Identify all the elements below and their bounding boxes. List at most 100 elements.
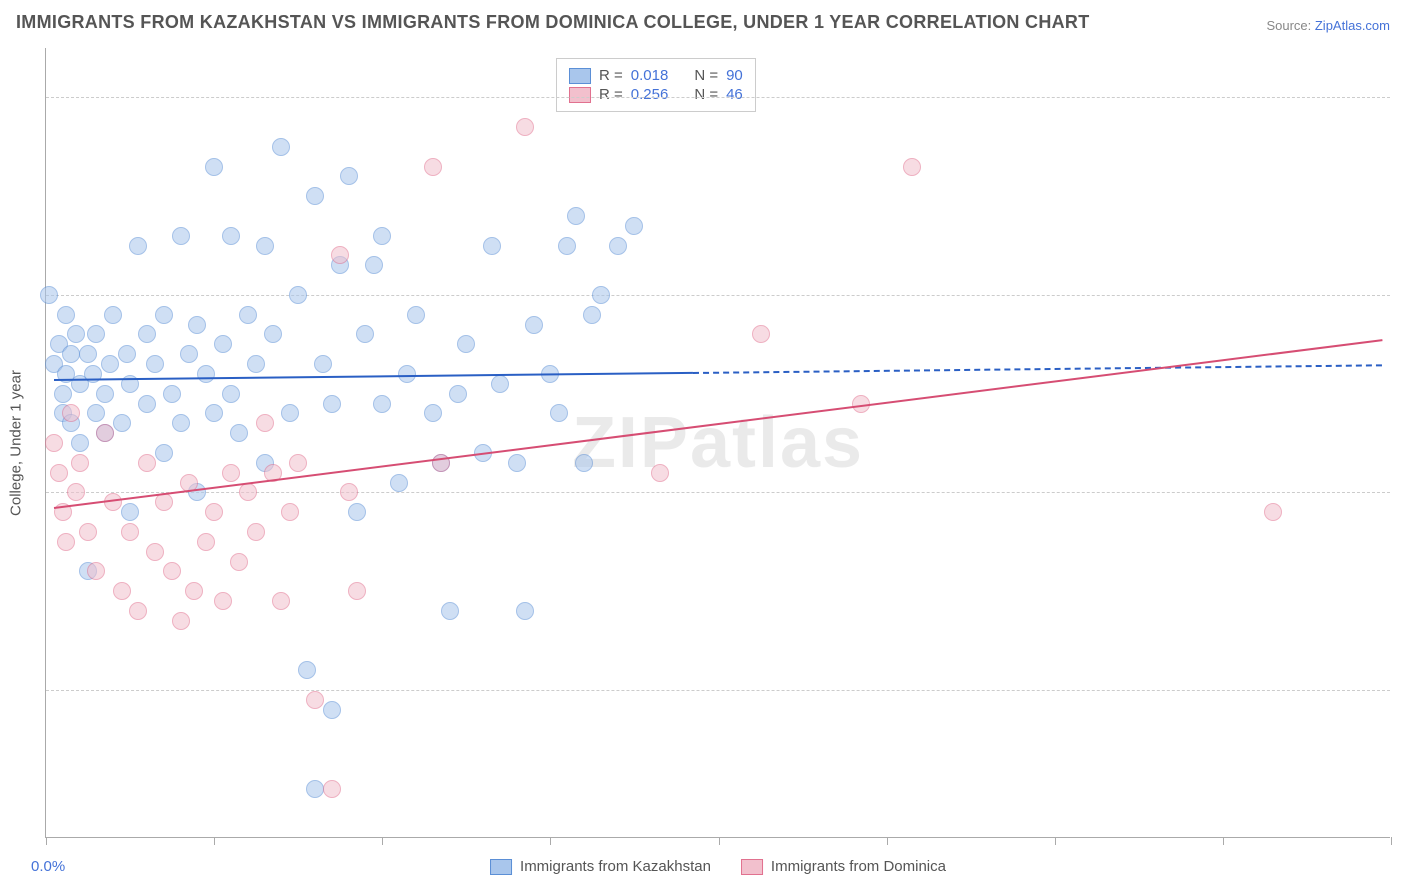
data-point [87,325,105,343]
data-point [79,345,97,363]
data-point [306,187,324,205]
trend-line [54,372,693,381]
data-point [247,355,265,373]
data-point [508,454,526,472]
r-value: 0.018 [631,67,669,84]
chart-container: IMMIGRANTS FROM KAZAKHSTAN VS IMMIGRANTS… [0,0,1406,892]
legend-item: Immigrants from Dominica [741,858,946,875]
data-point [57,306,75,324]
data-point [340,483,358,501]
data-point [129,602,147,620]
x-tick [214,837,215,845]
data-point [516,602,534,620]
data-point [118,345,136,363]
y-tick-label: 100.0% [1400,89,1406,106]
data-point [558,237,576,255]
data-point [113,582,131,600]
y-tick-label: 80.0% [1400,286,1406,303]
gridline [46,295,1390,296]
source-label: Source: [1266,18,1314,33]
data-point [314,355,332,373]
data-point [197,365,215,383]
r-label: R = [599,86,623,103]
data-point [54,385,72,403]
data-point [138,325,156,343]
data-point [79,523,97,541]
data-point [121,523,139,541]
data-point [45,434,63,452]
y-tick-label: 60.0% [1400,484,1406,501]
data-point [247,523,265,541]
data-point [272,138,290,156]
data-point [205,404,223,422]
data-point [348,582,366,600]
data-point [57,533,75,551]
data-point [87,562,105,580]
data-point [172,227,190,245]
data-point [323,395,341,413]
data-point [407,306,425,324]
n-value: 46 [726,86,743,103]
legend-swatch-2 [569,87,591,103]
data-point [323,701,341,719]
data-point [373,227,391,245]
data-point [365,256,383,274]
data-point [50,464,68,482]
data-point [71,454,89,472]
legend-swatch-2 [741,859,763,875]
data-point [306,691,324,709]
data-point [289,454,307,472]
legend-swatch-1 [569,68,591,84]
source-link[interactable]: ZipAtlas.com [1315,18,1390,33]
data-point [172,414,190,432]
data-point [188,316,206,334]
data-point [281,404,299,422]
data-point [101,355,119,373]
source-attribution: Source: ZipAtlas.com [1266,18,1390,33]
data-point [390,474,408,492]
data-point [256,414,274,432]
data-point [323,780,341,798]
data-point [67,325,85,343]
data-point [1264,503,1282,521]
series-name: Immigrants from Kazakhstan [520,858,711,875]
data-point [340,167,358,185]
data-point [230,553,248,571]
x-tick [1391,837,1392,845]
data-point [62,404,80,422]
y-tick-label: 40.0% [1400,681,1406,698]
data-point [155,306,173,324]
x-tick [1223,837,1224,845]
data-point [356,325,374,343]
data-point [239,306,257,324]
data-point [113,414,131,432]
data-point [121,503,139,521]
data-point [424,158,442,176]
chart-title: IMMIGRANTS FROM KAZAKHSTAN VS IMMIGRANTS… [16,12,1090,33]
data-point [449,385,467,403]
data-point [222,464,240,482]
data-point [104,306,122,324]
data-point [62,345,80,363]
data-point [457,335,475,353]
data-point [146,543,164,561]
data-point [163,562,181,580]
plot-area: College, Under 1 year ZIPatlas 0.0% 8.0%… [45,48,1390,838]
data-point [40,286,58,304]
data-point [214,592,232,610]
data-point [398,365,416,383]
data-point [222,227,240,245]
x-axis-min-label: 0.0% [31,858,65,875]
data-point [567,207,585,225]
r-value: 0.256 [631,86,669,103]
series-legend: Immigrants from Kazakhstan Immigrants fr… [490,858,946,875]
data-point [71,434,89,452]
data-point [516,118,534,136]
data-point [752,325,770,343]
x-tick [887,837,888,845]
data-point [180,345,198,363]
data-point [96,424,114,442]
y-axis-title: College, Under 1 year [8,370,25,516]
data-point [272,592,290,610]
data-point [609,237,627,255]
